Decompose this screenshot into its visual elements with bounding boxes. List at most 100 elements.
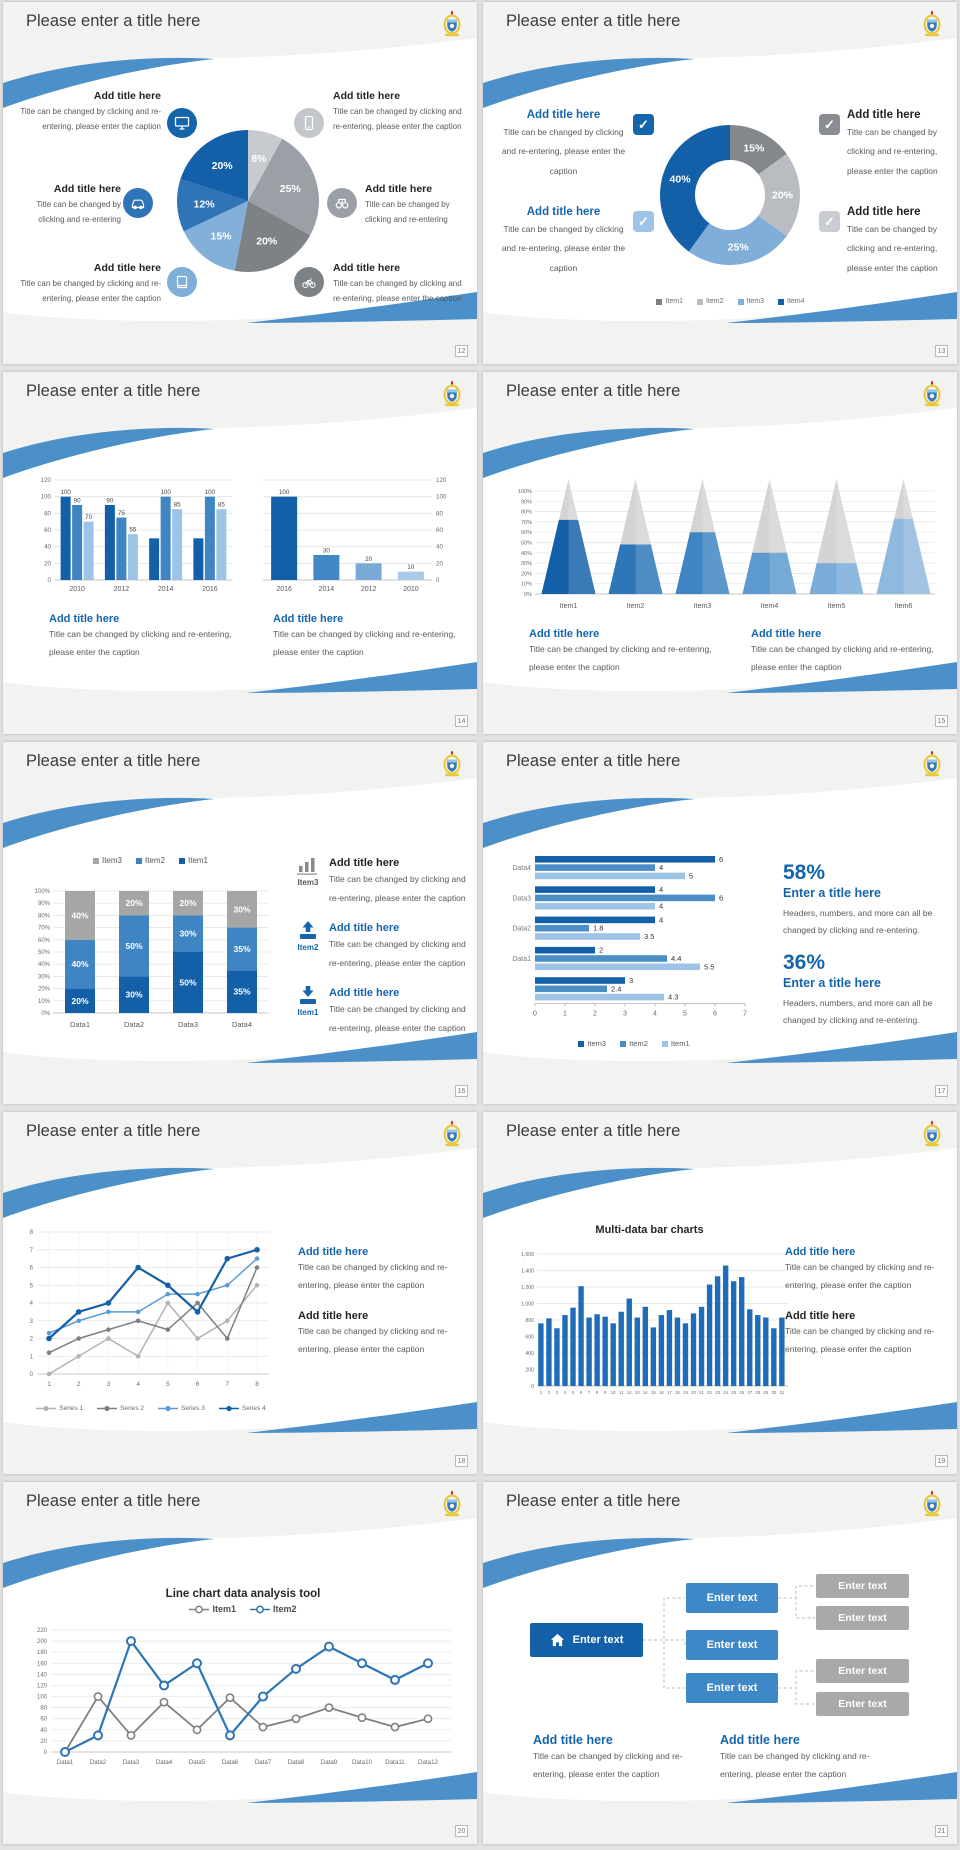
feature-block: Add title here Title can be changed by c…	[49, 612, 249, 661]
svg-text:400: 400	[525, 1351, 534, 1357]
chart-legend: Item1 Item2	[23, 1604, 463, 1614]
slide-title: Please enter a title here	[506, 382, 681, 400]
feature-title: Add title here	[53, 183, 121, 195]
diagram-node[interactable]: Enter text	[686, 1583, 778, 1613]
slide-thumbnail-16[interactable]: Please enter a title here Item3 Item2 Item…	[3, 742, 477, 1104]
diagram-node[interactable]: Enter text	[686, 1673, 778, 1703]
feature-block: Add title here Title can be changed by c…	[533, 1732, 705, 1783]
diagram-leaf-node[interactable]: Enter text	[816, 1659, 909, 1683]
checkbox-icon: ✓	[819, 211, 840, 232]
svg-text:1,000: 1,000	[521, 1302, 534, 1308]
home-icon	[550, 1633, 564, 1647]
svg-text:2: 2	[593, 1010, 597, 1017]
legend-item: Series 1	[36, 1404, 83, 1413]
smartphone-icon	[294, 108, 324, 138]
line-chart: 0 20 40 60 80 100 120 140 160 180 200 220 Data1 Data2…	[21, 1618, 461, 1788]
slide-thumbnail-19[interactable]: Please enter a title here Multi-data bar…	[483, 1112, 957, 1474]
svg-text:Data3: Data3	[178, 1020, 198, 1029]
svg-text:24: 24	[723, 1390, 728, 1395]
svg-text:4: 4	[659, 915, 663, 924]
svg-text:29: 29	[763, 1390, 768, 1395]
node-label: Enter text	[572, 1634, 624, 1646]
svg-text:3.5: 3.5	[644, 932, 654, 941]
feature-block: Add title here Title can be changed by c…	[19, 262, 161, 307]
svg-text:20%: 20%	[521, 571, 532, 577]
svg-text:5: 5	[30, 1283, 34, 1289]
feature-caption: Title can be changed by clicking and re-…	[20, 106, 161, 132]
svg-text:100: 100	[205, 489, 216, 496]
svg-text:40%: 40%	[521, 551, 532, 557]
svg-text:20: 20	[44, 560, 51, 567]
svg-text:4: 4	[659, 902, 663, 911]
feature-caption: Title can be changed by clicking and re-…	[329, 1004, 466, 1033]
svg-text:50%: 50%	[521, 541, 532, 547]
grouped-bar-chart: 0 20 40 60 80 100 120 2010 100 90 70 2012 90 75 55 2014…	[31, 468, 236, 605]
legend-item: Item3	[737, 298, 764, 305]
svg-text:22: 22	[707, 1390, 712, 1395]
svg-text:60%: 60%	[38, 938, 51, 944]
slide-thumbnail-18[interactable]: Please enter a title here 0 1 2 3 4 5 6 7 8 1 2 3 4 5…	[3, 1112, 477, 1474]
slide-title: Please enter a title here	[506, 12, 681, 30]
university-crest-logo	[922, 10, 942, 37]
slide-thumbnail-15[interactable]: Please enter a title here 0% 10% 20% 30% 40%…	[483, 372, 957, 734]
svg-text:Data2: Data2	[124, 1020, 144, 1029]
diagram-node[interactable]: Enter text	[686, 1630, 778, 1660]
svg-text:Data10: Data10	[352, 1759, 373, 1766]
svg-text:600: 600	[525, 1335, 534, 1341]
svg-text:12: 12	[627, 1390, 632, 1395]
feature-caption: Title can be changed by clicking and re-…	[529, 644, 712, 672]
feature-caption: Title can be changed by clicking and re-…	[533, 1751, 683, 1779]
node-label: Enter text	[706, 1682, 758, 1694]
svg-text:2012: 2012	[361, 586, 377, 593]
svg-text:50%: 50%	[125, 941, 142, 951]
slide-thumbnail-12[interactable]: Please enter a title here Add title here…	[3, 2, 477, 364]
svg-text:30%: 30%	[179, 929, 196, 939]
svg-text:Data1: Data1	[70, 1020, 90, 1029]
svg-text:6: 6	[30, 1266, 34, 1272]
slide-thumbnail-13[interactable]: Please enter a title here Add title here…	[483, 2, 957, 364]
slide-thumbnail-20[interactable]: Please enter a title here Line chart dat…	[3, 1482, 477, 1844]
diagram-leaf-node[interactable]: Enter text	[816, 1606, 909, 1630]
svg-text:100: 100	[41, 494, 52, 501]
svg-text:90: 90	[74, 498, 81, 505]
svg-text:20%: 20%	[772, 190, 794, 202]
feature-caption: Title can be changed by clicking and re-…	[329, 874, 466, 903]
feature-title: Add title here	[526, 206, 601, 218]
svg-text:70%: 70%	[521, 520, 532, 526]
page-number: 20	[455, 1825, 468, 1837]
svg-text:100%: 100%	[35, 889, 51, 895]
svg-text:6: 6	[580, 1390, 583, 1395]
svg-text:2016: 2016	[202, 586, 218, 593]
svg-text:7: 7	[30, 1248, 34, 1254]
svg-text:6: 6	[719, 855, 723, 864]
feature-block: Add title here Title can be changed by c…	[501, 205, 626, 279]
diagram-root-node[interactable]: Enter text	[530, 1623, 643, 1657]
svg-text:10: 10	[611, 1390, 616, 1395]
svg-text:30%: 30%	[233, 904, 250, 914]
svg-text:28: 28	[755, 1390, 760, 1395]
feature-block: Add title here Title can be changed by c…	[273, 612, 473, 661]
svg-text:90%: 90%	[521, 499, 532, 505]
svg-text:8%: 8%	[251, 153, 267, 165]
svg-text:140: 140	[37, 1672, 48, 1678]
diagram-leaf-node[interactable]: Enter text	[816, 1692, 909, 1716]
feature-title: Add title here	[333, 262, 401, 274]
svg-text:40: 40	[436, 544, 443, 551]
feature-title: Add title here	[785, 1310, 856, 1322]
slide-thumbnail-17[interactable]: Please enter a title here 0 1 2 3 4 5 6 7 6 4 5 Dat…	[483, 742, 957, 1104]
svg-text:9: 9	[604, 1390, 607, 1395]
chart-title: Line chart data analysis tool	[165, 1588, 321, 1600]
svg-text:100%: 100%	[518, 489, 532, 495]
diagram-leaf-node[interactable]: Enter text	[816, 1574, 909, 1598]
feature-caption: Title can be changed by clicking and re-…	[785, 1262, 935, 1290]
svg-text:2: 2	[30, 1337, 34, 1343]
slide-title: Please enter a title here	[26, 12, 201, 30]
svg-text:4.4: 4.4	[671, 954, 681, 963]
svg-text:2: 2	[77, 1381, 81, 1388]
feature-block: Add title here Title can be changed by c…	[720, 1732, 892, 1783]
slide-thumbnail-21[interactable]: Please enter a title here Enter text Ent…	[483, 1482, 957, 1844]
slide-thumbnail-14[interactable]: Please enter a title here 0 20 40 60 80 100 12…	[3, 372, 477, 734]
svg-text:0: 0	[533, 1010, 537, 1017]
feature-block: Add title here Title can be changed by c…	[329, 986, 474, 1038]
